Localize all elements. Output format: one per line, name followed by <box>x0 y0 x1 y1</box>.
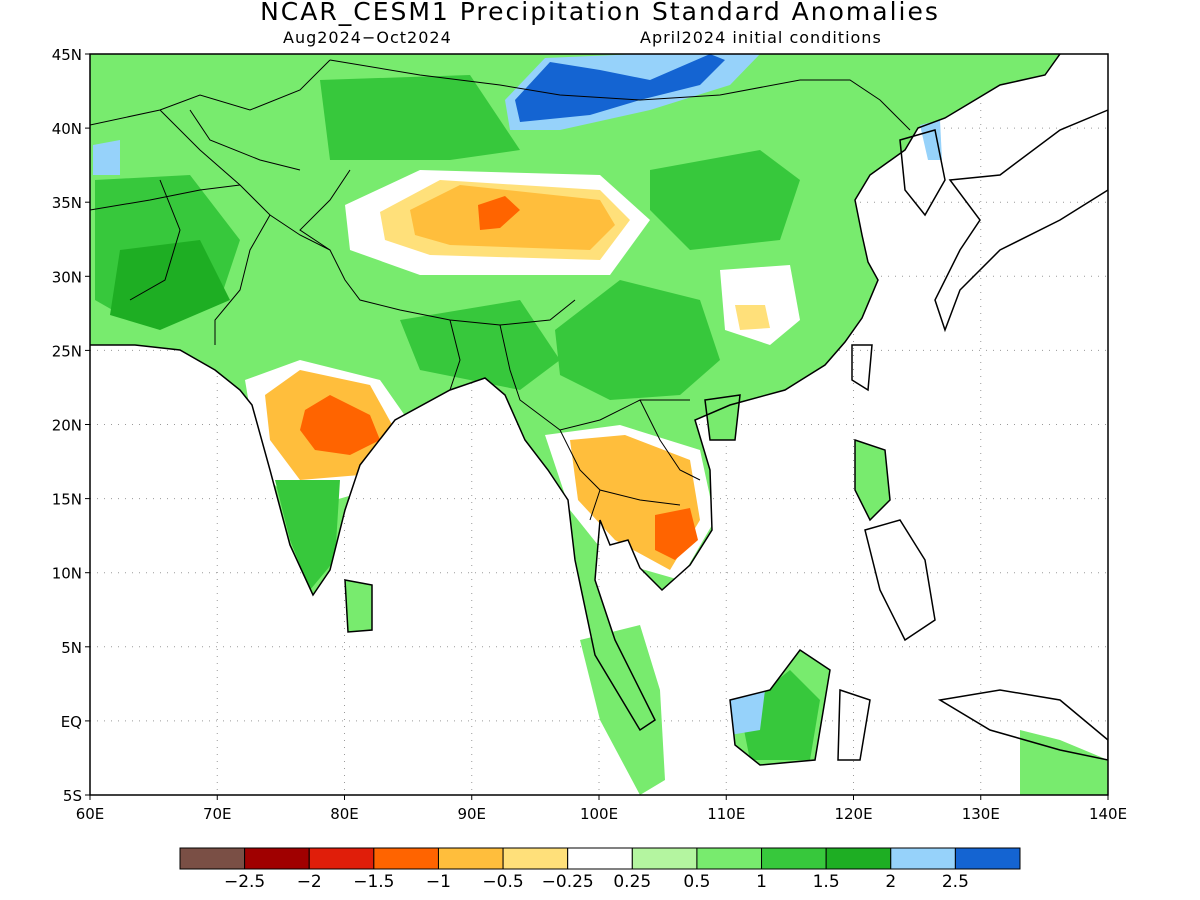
lon-tick-label: 140E <box>1089 805 1127 823</box>
colorbar-swatch <box>502 847 569 870</box>
tibet-mid-negative <box>410 185 615 250</box>
afghan-wet <box>93 140 120 175</box>
lat-tick-label: 10N <box>52 565 82 583</box>
lat-tick-label: 40N <box>52 120 82 138</box>
colorbar-label: −1 <box>425 872 451 892</box>
india-south-positive <box>275 480 340 590</box>
east-china-positive <box>650 150 800 250</box>
lat-tick-label: 30N <box>52 268 82 286</box>
lat-tick-label: 20N <box>52 417 82 435</box>
lon-tick-label: 60E <box>76 805 105 823</box>
colorbar-label: 0.25 <box>613 872 652 892</box>
colorbar-swatch <box>954 847 1021 870</box>
lat-tick-label: 35N <box>52 194 82 212</box>
colorbar-swatch <box>244 847 310 870</box>
national-borders <box>90 59 911 521</box>
lon-tick-label: 120E <box>834 805 872 823</box>
lat-tick-label: EQ <box>61 713 82 731</box>
korea-wet <box>920 120 942 160</box>
lon-tick-label: 80E <box>330 805 359 823</box>
colorbar-swatch <box>631 847 698 870</box>
colorbar-swatch <box>825 847 892 870</box>
tibet-core-negative <box>478 196 520 230</box>
colorbar-swatch <box>761 847 827 870</box>
colorbar-label: −2 <box>296 872 322 892</box>
colorbar-swatch <box>567 847 633 870</box>
lat-tick-label: 5S <box>63 787 82 805</box>
colorbar-swatch <box>373 847 439 870</box>
colorbar-label: −0.5 <box>482 872 524 892</box>
colorbar <box>179 847 1021 870</box>
colorbar-swatch <box>696 847 763 870</box>
colorbar-label: 0.5 <box>683 872 711 892</box>
colorbar-label: −0.25 <box>541 872 594 892</box>
lon-tick-label: 130E <box>962 805 1000 823</box>
central-china-positive <box>555 280 720 400</box>
anomaly-shading <box>90 54 1108 795</box>
pakistan-positive <box>110 240 230 330</box>
mongolia-wet-dark <box>515 54 725 122</box>
map-title: NCAR_CESM1 Precipitation Standard Anomal… <box>260 0 940 26</box>
colorbar-label: −1.5 <box>353 872 395 892</box>
lon-tick-label: 110E <box>707 805 745 823</box>
lat-tick-label: 15N <box>52 491 82 509</box>
colorbar-label: 1 <box>756 872 767 892</box>
lon-tick-label: 70E <box>203 805 232 823</box>
initial-conditions: April2024 initial conditions <box>640 28 882 47</box>
colorbar-swatch <box>179 847 246 870</box>
colorbar-swatch <box>890 847 956 870</box>
lon-tick-label: 90E <box>457 805 486 823</box>
colorbar-label: 1.5 <box>812 872 840 892</box>
colorbar-swatch <box>308 847 375 870</box>
lon-tick-label: 100E <box>580 805 618 823</box>
lat-tick-label: 5N <box>61 639 82 657</box>
colorbar-label: 2 <box>885 872 897 892</box>
lat-tick-label: 45N <box>52 46 82 64</box>
forecast-period: Aug2024−Oct2024 <box>283 28 452 47</box>
colorbar-label: 2.5 <box>941 872 969 892</box>
borneo-wet <box>728 690 765 735</box>
land-positive-base <box>90 54 1108 795</box>
mongolia-positive <box>320 75 520 160</box>
lat-tick-label: 25N <box>52 342 82 360</box>
colorbar-label: −2.5 <box>223 872 266 892</box>
borneo-positive <box>740 670 820 760</box>
axis-ticks: 60E 70E 80E 90E 100E 110E 120E 130E 140E 45N 40N 35… <box>52 46 1127 823</box>
coastlines <box>90 54 1108 766</box>
central-india-core-negative <box>300 395 380 455</box>
colorbar-swatch <box>437 847 504 870</box>
cambodia-core-negative <box>655 508 698 560</box>
south-china-negative <box>735 305 770 330</box>
